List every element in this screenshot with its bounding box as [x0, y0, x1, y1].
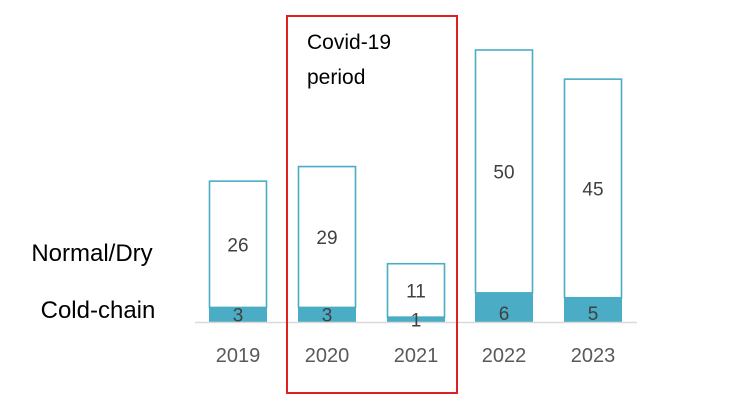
x-tick-label-2022: 2022: [482, 345, 527, 367]
x-tick-label-2023: 2023: [571, 345, 616, 367]
data-label-normal-dry-2019: 26: [227, 235, 248, 256]
covid-annotation-line-2: period: [307, 66, 365, 89]
data-label-cold-chain-2023: 5: [588, 304, 599, 325]
bars-layer: [208, 49, 623, 322]
data-label-cold-chain-2019: 3: [233, 306, 244, 327]
data-label-normal-dry-2021: 11: [406, 281, 426, 302]
bar-cold-chain-2019: [209, 307, 267, 322]
bar-normal-dry-2023: [563, 78, 623, 299]
data-label-normal-dry-2020: 29: [316, 228, 337, 249]
covid-annotation-line-1: Covid-19: [307, 31, 391, 54]
legend-label-cold-chain: Cold-chain: [41, 297, 156, 324]
legend-label-normal-dry: Normal/Dry: [31, 240, 152, 267]
bar-cold-chain-2022: [475, 292, 533, 322]
bar-normal-dry-2019: [208, 180, 268, 309]
bar-cold-chain-2021: [387, 317, 445, 322]
bar-normal-dry-2021: [386, 262, 446, 318]
data-label-cold-chain-2021: 1: [411, 311, 422, 332]
x-tick-label-2021: 2021: [394, 345, 439, 367]
data-label-normal-dry-2023: 45: [582, 179, 603, 200]
data-label-cold-chain-2022: 6: [499, 304, 510, 325]
data-label-normal-dry-2022: 50: [493, 162, 514, 183]
bar-cold-chain-2020: [298, 307, 356, 322]
bar-normal-dry-2022: [474, 49, 534, 294]
data-label-cold-chain-2020: 3: [322, 306, 333, 327]
covid-period-box: [286, 15, 458, 394]
x-tick-label-2019: 2019: [216, 345, 261, 367]
x-tick-label-2020: 2020: [305, 345, 350, 367]
bar-cold-chain-2023: [564, 297, 622, 322]
